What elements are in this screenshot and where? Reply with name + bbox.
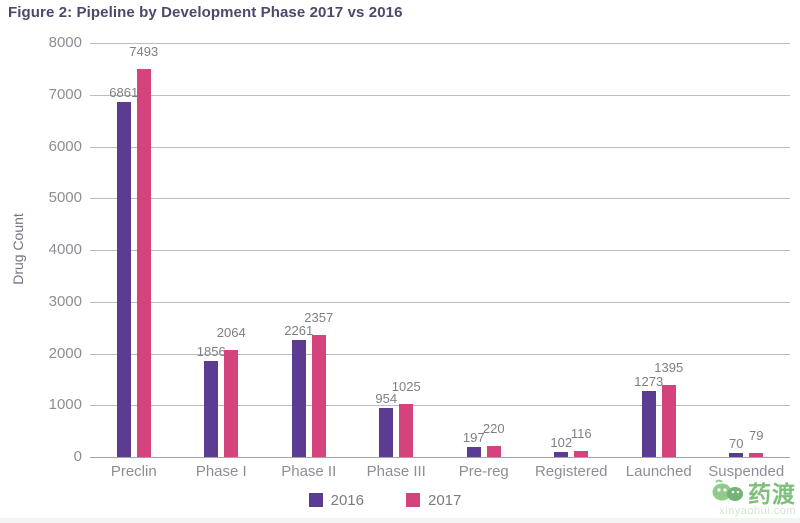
- gridline-6000: [90, 146, 790, 148]
- gridline-7000: [90, 94, 790, 96]
- gridline-2000: [90, 353, 790, 355]
- gridline-4000: [90, 250, 790, 251]
- y-tick-label-8000: 8000: [48, 34, 82, 51]
- bar-2017-phase-i: [224, 350, 239, 457]
- value-label-2017-pre-reg: 220: [482, 420, 505, 436]
- chart-legend: 2016 2017: [0, 487, 770, 513]
- legend-item-2017: 2017: [406, 492, 461, 509]
- legend-label-2017: 2017: [428, 491, 462, 509]
- bar-2017-registered: [574, 451, 589, 457]
- value-label-2016-launched: 1273: [634, 374, 664, 390]
- value-label-2016-phase-ii: 2261: [284, 323, 314, 338]
- bar-2017-phase-iii: [399, 403, 414, 457]
- legend-swatch-2016: [308, 493, 323, 507]
- legend-label-2016: 2016: [330, 491, 364, 509]
- bar-2016-phase-ii: [291, 340, 306, 457]
- bar-2016-registered: [554, 451, 569, 457]
- gridline-1000: [90, 405, 790, 407]
- legend-swatch-2017: [406, 493, 420, 507]
- bar-2016-suspended: [729, 453, 744, 457]
- bar-2016-pre-reg: [466, 446, 481, 457]
- x-tick-label-launched: Launched: [625, 463, 692, 480]
- x-tick-label-phase-i: Phase I: [195, 463, 247, 480]
- watermark-brand-text: 药渡: [748, 480, 796, 507]
- value-label-2017-suspended: 79: [749, 427, 764, 443]
- bar-2017-launched: [661, 384, 676, 457]
- y-tick-label-5000: 5000: [48, 189, 82, 207]
- plot-area: 6861 1856 2261 954 197 102 1273 70 7493 2064 2357 1…: [90, 43, 790, 480]
- value-label-2016-suspended: 70: [729, 436, 744, 452]
- chart-title: Figure 2: Pipeline by Development Phase …: [8, 4, 403, 21]
- bar-2016-phase-iii: [379, 407, 394, 457]
- x-tick-label-registered: Registered: [534, 463, 608, 480]
- bar-2017-preclin: [136, 69, 151, 457]
- value-label-2016-pre-reg: 197: [462, 429, 485, 445]
- value-label-2017-preclin: 7493: [129, 44, 159, 60]
- x-axis-line: [90, 457, 790, 458]
- x-tick-label-phase-ii: Phase II: [281, 463, 337, 480]
- y-tick-label-7000: 7000: [48, 85, 82, 103]
- y-tick-label-0: 0: [73, 448, 82, 465]
- legend-item-2016: 2016: [308, 491, 364, 509]
- watermark: 药渡 xinyaohui.com: [686, 479, 796, 517]
- gridline-5000: [90, 198, 790, 200]
- x-tick-label-suspended: Suspended: [708, 463, 785, 480]
- value-label-2016-registered: 102: [550, 434, 573, 450]
- y-tick-label-3000: 3000: [48, 292, 82, 310]
- x-tick-label-pre-reg: Pre-reg: [458, 463, 509, 480]
- gridline-3000: [90, 301, 790, 303]
- gridline-8000: [90, 43, 790, 44]
- y-tick-label-2000: 2000: [48, 344, 82, 362]
- value-label-2017-phase-ii: 2357: [304, 310, 334, 326]
- bar-2017-pre-reg: [486, 445, 501, 457]
- x-tick-label-preclin: Preclin: [110, 463, 157, 480]
- bottom-edge-strip: [0, 518, 800, 523]
- value-label-2017-phase-i: 2064: [216, 325, 246, 341]
- value-label-2017-launched: 1395: [654, 359, 684, 375]
- value-label-2017-registered: 116: [570, 426, 592, 441]
- y-axis-title: Drug Count: [10, 213, 26, 285]
- bar-2017-phase-ii: [311, 335, 326, 457]
- bar-2016-preclin: [116, 101, 131, 457]
- y-tick-label-4000: 4000: [48, 241, 82, 258]
- value-label-2016-phase-iii: 954: [375, 390, 398, 406]
- y-tick-label-1000: 1000: [48, 396, 82, 414]
- bar-2017-suspended: [749, 452, 764, 457]
- value-label-2017-phase-iii: 1025: [391, 378, 421, 394]
- y-tick-label-6000: 6000: [48, 137, 82, 155]
- watermark-url-text: xinyaohui.com: [719, 505, 796, 517]
- bar-2016-launched: [641, 391, 656, 457]
- bar-2016-phase-i: [204, 360, 219, 457]
- value-label-2016-preclin: 6861: [109, 84, 139, 100]
- x-tick-label-phase-iii: Phase III: [366, 463, 426, 480]
- value-label-2016-phase-i: 1856: [196, 343, 226, 359]
- watermark-logo-icon: [712, 479, 746, 508]
